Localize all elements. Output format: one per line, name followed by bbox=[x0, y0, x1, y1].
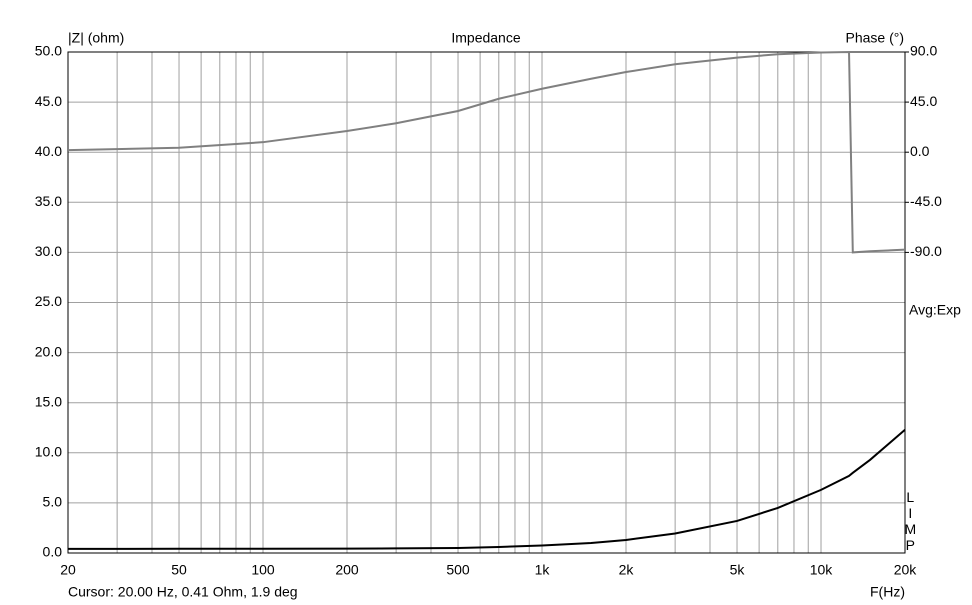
x-tick-label: 50 bbox=[171, 562, 187, 578]
y2-tick-label: 90.0 bbox=[910, 43, 937, 59]
x-tick-label: 2k bbox=[619, 562, 635, 578]
y-tick-label: 15.0 bbox=[35, 393, 62, 409]
x-tick-label: 100 bbox=[251, 562, 275, 578]
y-tick-label: 30.0 bbox=[35, 243, 62, 259]
series-line bbox=[67, 428, 906, 550]
y-tick-label: 40.0 bbox=[35, 143, 62, 159]
y-tick-label: 10.0 bbox=[35, 444, 62, 460]
y-tick-label: 35.0 bbox=[35, 193, 62, 209]
y2-tick-label: 45.0 bbox=[910, 93, 937, 109]
y2-tick-label: -90.0 bbox=[910, 243, 942, 259]
y-tick-label: 5.0 bbox=[43, 494, 63, 510]
x-tick-label: 20k bbox=[894, 562, 918, 578]
y2-tick-label: -45.0 bbox=[910, 193, 942, 209]
plot-frame bbox=[67, 51, 906, 554]
x-tick-label: 10k bbox=[810, 562, 834, 578]
averaging-label: Avg:Exp bbox=[909, 302, 961, 318]
y-tick-label: 50.0 bbox=[35, 43, 62, 59]
y-axis-label: |Z| (ohm) bbox=[68, 30, 124, 46]
x-tick-label: 20 bbox=[60, 562, 76, 578]
series-line bbox=[67, 50, 906, 254]
y-tick-label: 0.0 bbox=[43, 544, 63, 560]
y-tick-label: 20.0 bbox=[35, 343, 62, 359]
cursor-readout: Cursor: 20.00 Hz, 0.41 Ohm, 1.9 deg bbox=[68, 584, 298, 600]
y2-axis-label: Phase (°) bbox=[845, 30, 904, 46]
x-tick-label: 5k bbox=[730, 562, 746, 578]
x-tick-label: 200 bbox=[335, 562, 359, 578]
program-label: LIMP bbox=[902, 489, 918, 553]
chart-title: Impedance bbox=[451, 30, 520, 46]
y2-tick-label: 0.0 bbox=[910, 143, 930, 159]
x-tick-label: 500 bbox=[446, 562, 470, 578]
x-axis-label: F(Hz) bbox=[870, 584, 905, 600]
x-tick-label: 1k bbox=[535, 562, 551, 578]
y-tick-label: 45.0 bbox=[35, 93, 62, 109]
y-tick-label: 25.0 bbox=[35, 293, 62, 309]
